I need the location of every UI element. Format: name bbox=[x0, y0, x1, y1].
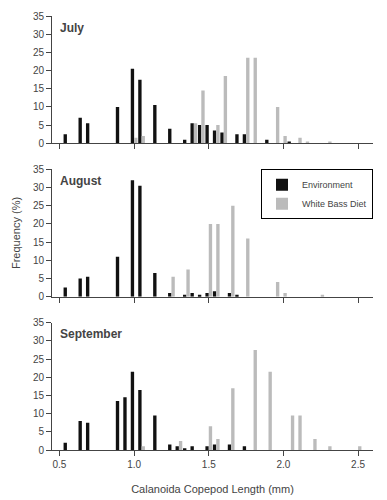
svg-text:0: 0 bbox=[38, 138, 44, 149]
svg-text:25: 25 bbox=[33, 200, 45, 211]
svg-text:August: August bbox=[60, 174, 101, 188]
svg-text:5: 5 bbox=[38, 426, 44, 437]
svg-text:30: 30 bbox=[33, 182, 45, 193]
svg-text:35: 35 bbox=[33, 164, 45, 175]
svg-text:5: 5 bbox=[38, 273, 44, 284]
svg-text:Calanoida Copepod Length (mm): Calanoida Copepod Length (mm) bbox=[131, 483, 294, 495]
svg-text:10: 10 bbox=[33, 408, 45, 419]
svg-text:5: 5 bbox=[38, 120, 44, 131]
svg-text:White Bass Diet: White Bass Diet bbox=[302, 199, 367, 209]
svg-text:2.5: 2.5 bbox=[351, 459, 365, 470]
svg-text:Frequency (%): Frequency (%) bbox=[10, 197, 22, 269]
svg-text:July: July bbox=[60, 21, 84, 35]
svg-text:September: September bbox=[60, 327, 122, 341]
svg-text:35: 35 bbox=[33, 11, 45, 22]
svg-text:0: 0 bbox=[38, 291, 44, 302]
svg-text:20: 20 bbox=[33, 218, 45, 229]
svg-text:0: 0 bbox=[38, 445, 44, 456]
svg-text:15: 15 bbox=[33, 237, 45, 248]
svg-text:10: 10 bbox=[33, 101, 45, 112]
svg-text:1.0: 1.0 bbox=[127, 459, 141, 470]
svg-text:30: 30 bbox=[33, 335, 45, 346]
svg-text:20: 20 bbox=[33, 372, 45, 383]
svg-text:20: 20 bbox=[33, 65, 45, 76]
svg-text:1.5: 1.5 bbox=[202, 459, 216, 470]
svg-text:10: 10 bbox=[33, 255, 45, 266]
svg-text:Environment: Environment bbox=[302, 180, 353, 190]
svg-text:0.5: 0.5 bbox=[53, 459, 67, 470]
svg-text:2.0: 2.0 bbox=[276, 459, 290, 470]
svg-text:15: 15 bbox=[33, 83, 45, 94]
svg-text:25: 25 bbox=[33, 47, 45, 58]
svg-text:30: 30 bbox=[33, 29, 45, 40]
svg-text:35: 35 bbox=[33, 317, 45, 328]
svg-text:15: 15 bbox=[33, 390, 45, 401]
svg-text:25: 25 bbox=[33, 354, 45, 365]
